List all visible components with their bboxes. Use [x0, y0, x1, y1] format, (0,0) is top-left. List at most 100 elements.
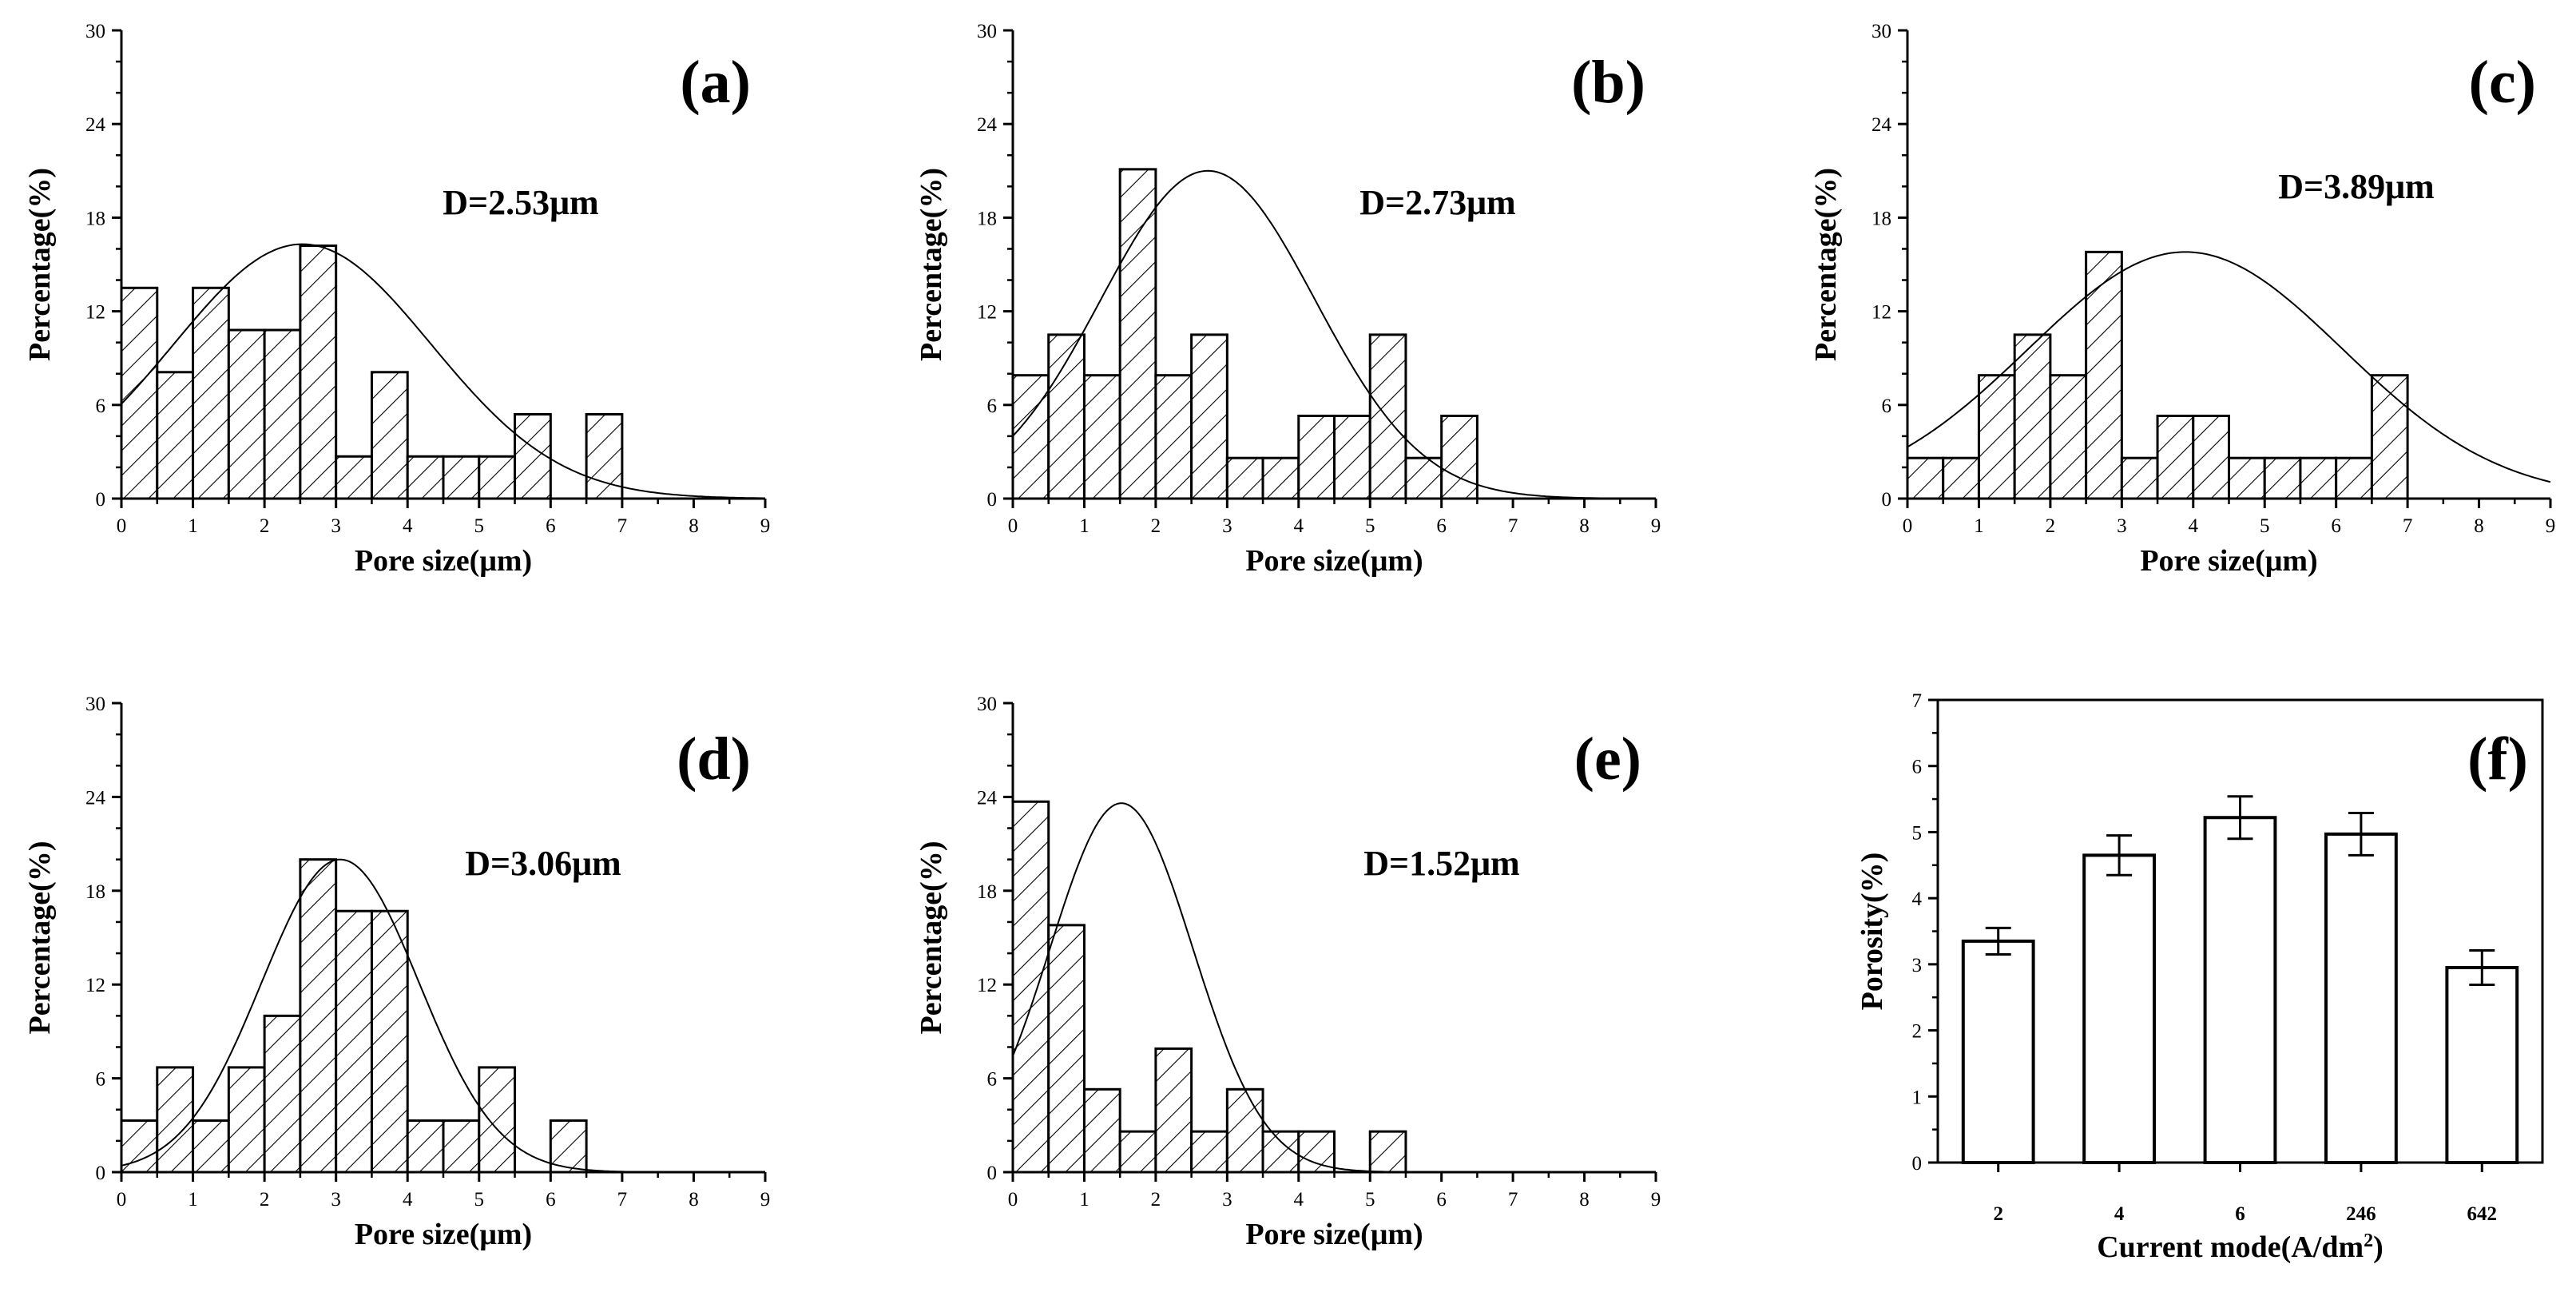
x-tick-label: 7: [2403, 515, 2413, 537]
x-axis-title: Current mode(A/dm2): [2097, 1230, 2383, 1264]
histogram-bar: [1118, 1130, 1157, 1174]
histogram-bar: [263, 328, 302, 500]
x-tick-label: 246: [2346, 1203, 2376, 1225]
x-axis-title-suffix: ): [2373, 1230, 2383, 1264]
mean-diameter-annotation: D=2.53μm: [443, 183, 598, 222]
y-tick-label: 24: [85, 787, 106, 809]
x-tick-label: 5: [474, 515, 485, 537]
y-tick-label: 30: [85, 21, 105, 42]
mean-diameter-annotation: D=3.06μm: [465, 844, 621, 883]
histogram-bar: [2013, 333, 2052, 500]
x-tick-label: 2: [260, 1189, 270, 1211]
histogram-bar: [478, 455, 517, 500]
histogram-bar: [1440, 414, 1479, 500]
histogram-bar: [2049, 374, 2088, 500]
x-tick-label: 4: [2189, 515, 2199, 537]
x-tick-label: 2: [1151, 1189, 1161, 1211]
plot-frame: [1936, 698, 2544, 1164]
histogram-bar: [370, 371, 409, 500]
x-tick-label: 4: [1294, 515, 1304, 537]
histogram-bar: [1118, 168, 1157, 500]
y-tick-label: 6: [96, 396, 106, 417]
histogram-bar: [2085, 250, 2123, 500]
histogram-bar: [1977, 374, 2016, 500]
y-tick-label: 2: [1912, 1021, 1923, 1043]
y-axis-title: Percentage(%): [1809, 168, 1843, 361]
histogram-bar: [335, 909, 373, 1174]
histogram-bar: [335, 455, 373, 500]
y-tick-label: 6: [987, 396, 998, 417]
porosity-bar: [2082, 853, 2157, 1164]
histogram-bar: [299, 858, 338, 1174]
x-tick-label: 5: [1365, 515, 1375, 537]
x-tick-label: 7: [1508, 515, 1518, 537]
x-tick-label: 8: [689, 515, 699, 537]
x-tick-label: 6: [1436, 1189, 1447, 1211]
x-tick-label: 6: [1436, 515, 1447, 537]
histogram-bar: [1942, 456, 1980, 500]
panel-label: (e): [1574, 726, 1641, 793]
y-tick-label: 0: [987, 489, 998, 511]
x-tick-label: 8: [1579, 1189, 1590, 1211]
y-tick-label: 6: [1882, 396, 1892, 417]
histogram-bar: [1154, 1047, 1193, 1174]
histogram-bar: [2335, 456, 2373, 500]
x-tick-label: 9: [760, 1189, 771, 1211]
histogram-bar: [1261, 456, 1300, 500]
x-tick-label: 5: [1365, 1189, 1375, 1211]
histogram-bar: [2156, 414, 2195, 500]
histogram-bar: [1404, 456, 1443, 500]
x-tick-label: 5: [2260, 515, 2270, 537]
x-tick-label: 3: [331, 515, 341, 537]
x-tick-label: 7: [617, 1189, 628, 1211]
x-tick-label: 0: [1903, 515, 1913, 537]
histogram-bar: [1333, 414, 1371, 500]
histogram-bar: [406, 455, 445, 500]
panel-label: (b): [1571, 49, 1645, 116]
histogram-bar: [2263, 456, 2302, 500]
histogram-bar: [1368, 1130, 1407, 1174]
histogram-bar: [1190, 333, 1228, 500]
histogram-bar: [1011, 800, 1050, 1174]
x-tick-label: 8: [689, 1189, 699, 1211]
panel-label: (f): [2467, 726, 2528, 793]
x-axis-title: Pore size(μm): [2140, 544, 2317, 578]
histogram-bar: [1906, 456, 1945, 500]
x-tick-label: 1: [1079, 1189, 1090, 1211]
histogram-bar: [1190, 1130, 1228, 1174]
y-tick-label: 24: [85, 114, 106, 136]
histogram-bar: [1368, 333, 1407, 500]
x-tick-label: 2: [260, 515, 270, 537]
y-tick-label: 12: [85, 975, 105, 996]
x-tick-label: 6: [2331, 515, 2341, 537]
x-tick-label: 4: [403, 515, 413, 537]
y-tick-label: 24: [977, 787, 998, 809]
x-tick-label: 1: [1079, 515, 1090, 537]
histogram-bar: [1011, 374, 1050, 500]
y-tick-label: 0: [1882, 489, 1892, 511]
x-tick-label: 1: [1974, 515, 1984, 537]
x-tick-label: 642: [2467, 1203, 2498, 1225]
y-axis-title: Percentage(%): [915, 168, 948, 361]
x-tick-label: 9: [760, 515, 771, 537]
histogram-bar: [549, 1119, 588, 1174]
x-axis-title-superscript: 2: [2364, 1230, 2373, 1251]
y-tick-label: 12: [85, 302, 105, 324]
y-tick-label: 24: [977, 114, 998, 136]
histogram-bar: [192, 286, 230, 500]
x-tick-label: 7: [1508, 1189, 1518, 1211]
y-tick-label: 0: [96, 489, 106, 511]
histogram-bar: [156, 1066, 195, 1174]
y-tick-label: 18: [85, 881, 105, 903]
histogram-bar: [1082, 1087, 1121, 1174]
x-axis-title: Pore size(μm): [1245, 544, 1423, 578]
histogram-bar: [1225, 456, 1264, 500]
x-tick-label: 2: [2046, 515, 2056, 537]
y-tick-label: 18: [977, 208, 997, 229]
y-tick-label: 7: [1912, 690, 1923, 712]
